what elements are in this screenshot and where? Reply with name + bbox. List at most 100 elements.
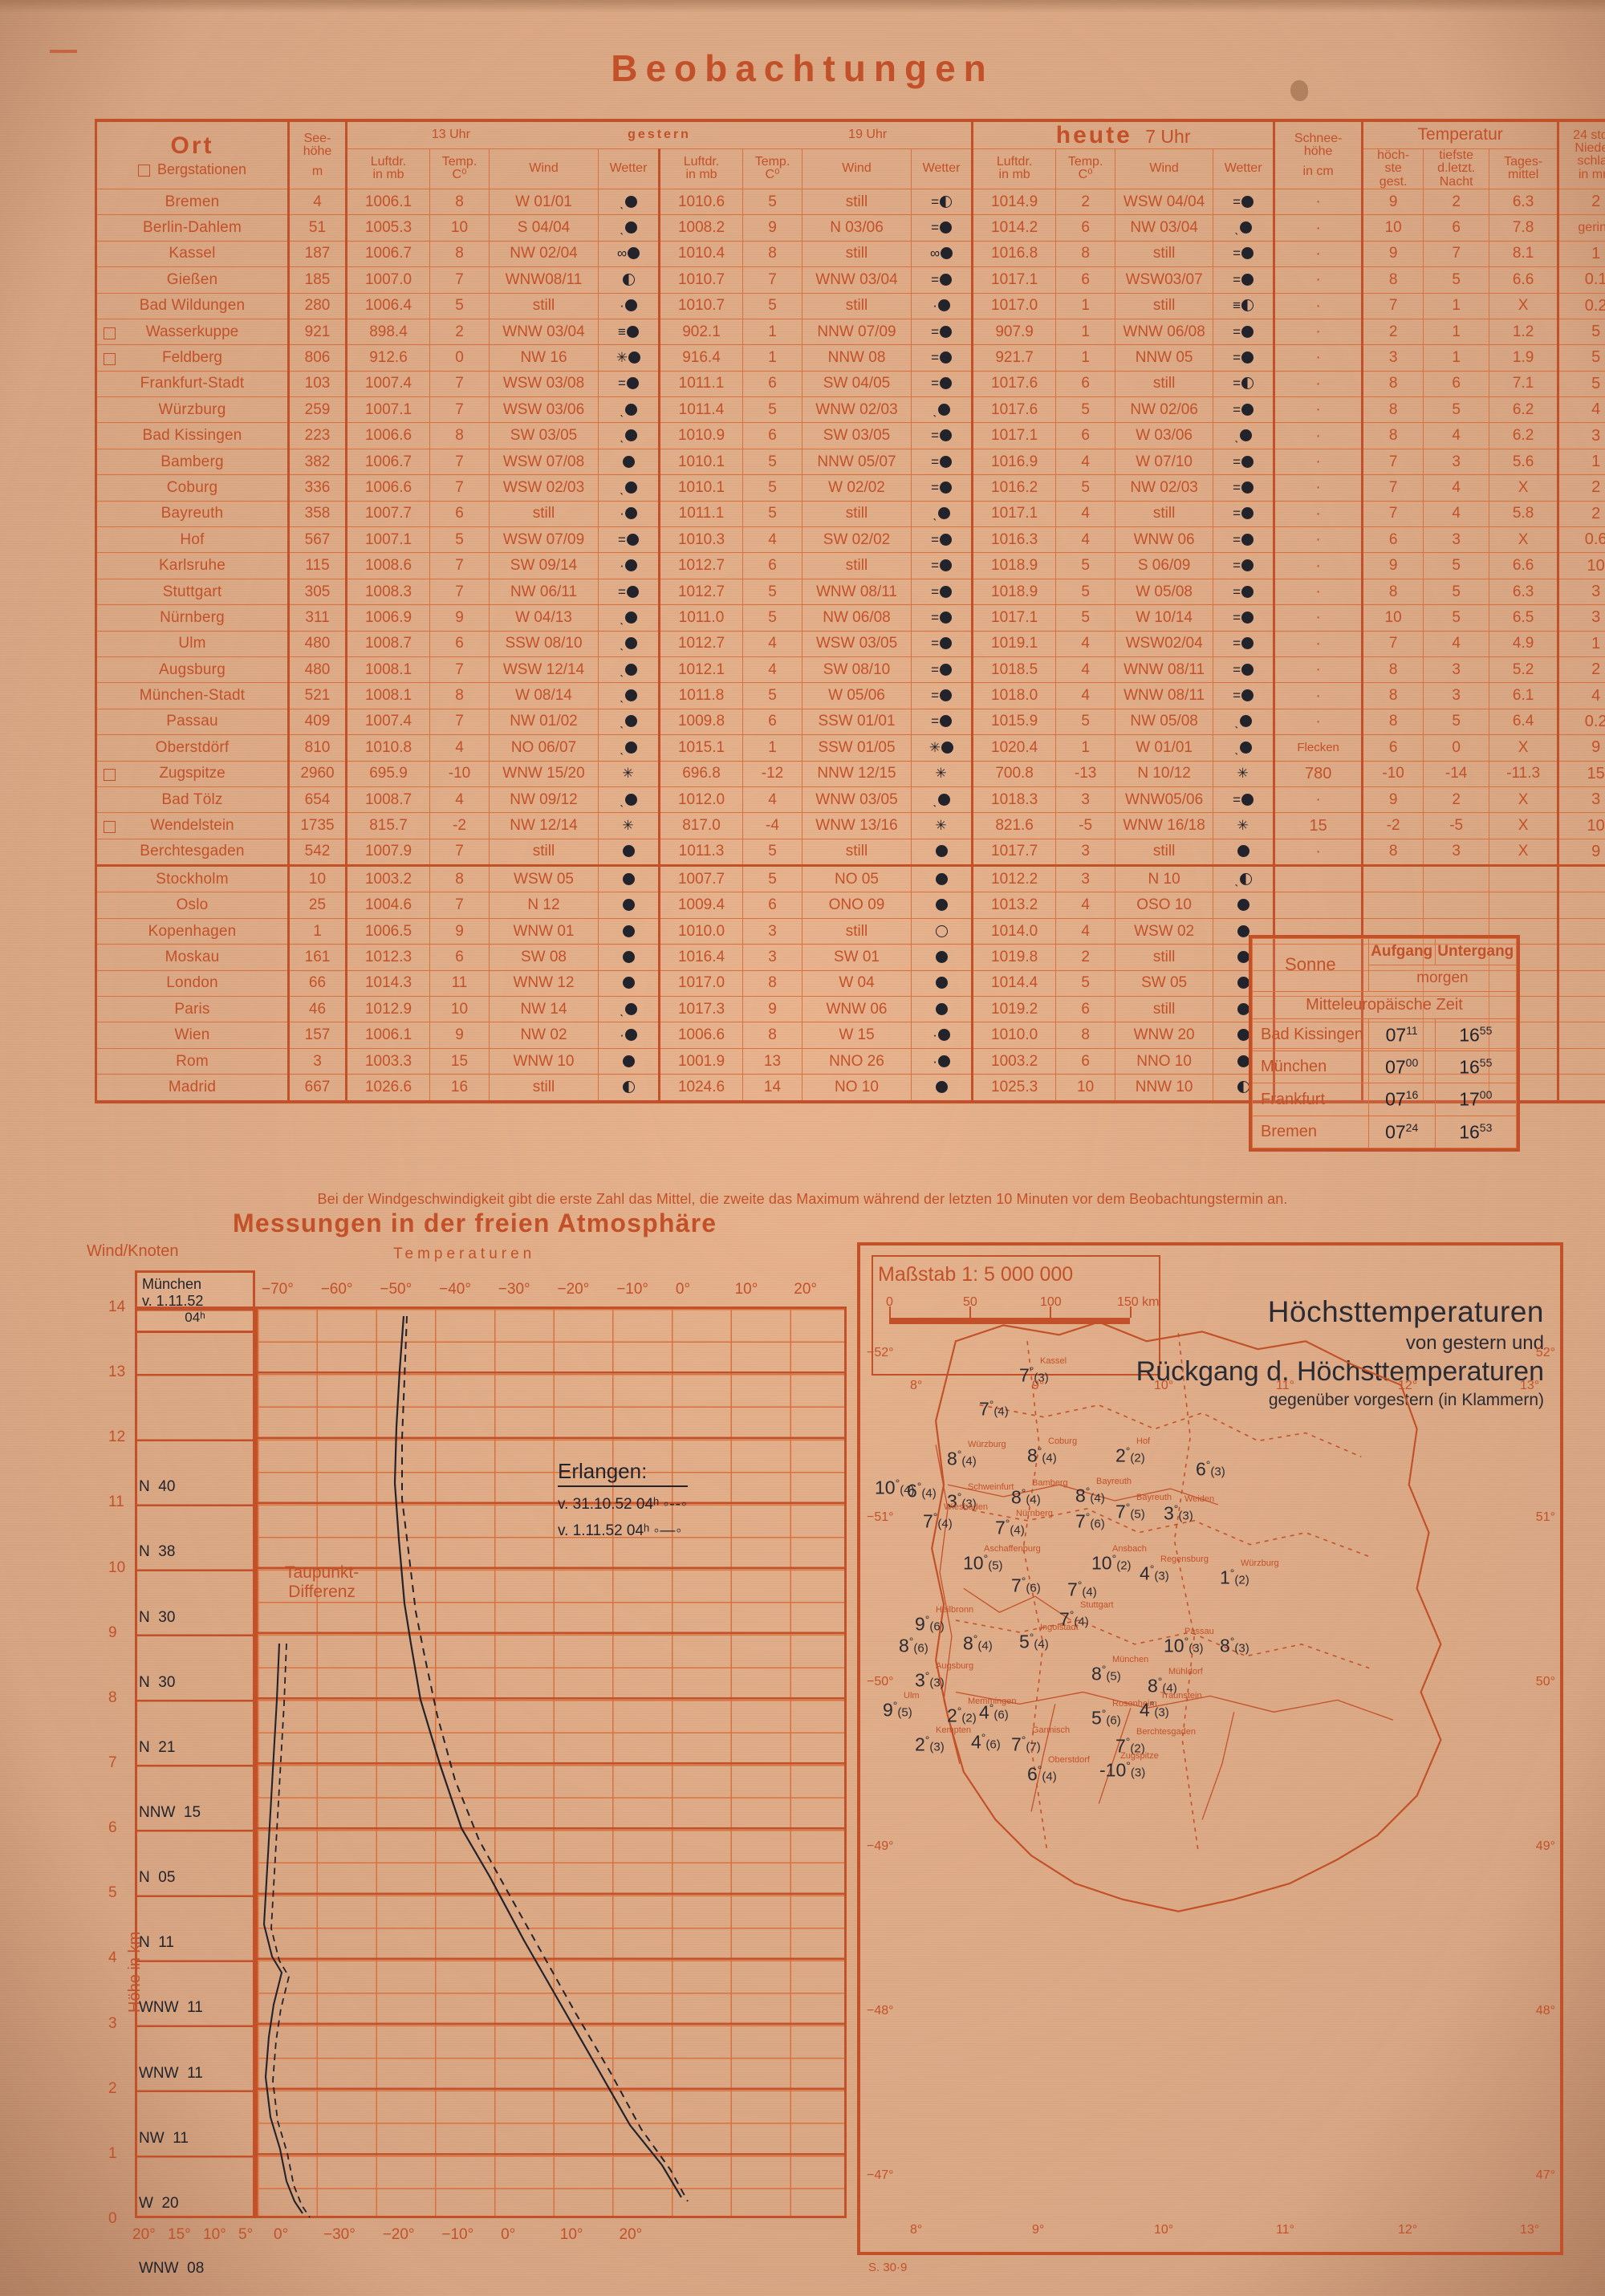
sun-times-row: Bad Kissingen 0711 1655 bbox=[1252, 1018, 1518, 1052]
header-wind-13: Wind bbox=[489, 148, 599, 189]
row-station-name: Stockholm bbox=[95, 864, 289, 893]
row-wind-19: WNW 08/11 bbox=[802, 578, 912, 606]
row-elevation: 103 bbox=[287, 370, 347, 398]
row-temp-07: 4 bbox=[1055, 917, 1116, 945]
table-row[interactable]: Paris 46 1012.9 10 NW 14 ˎ 1017.3 9 WNW 06 1019.2… bbox=[95, 996, 1605, 1023]
table-row[interactable]: Oberstdörf 810 1010.8 4 NO 06/07 ˎ 1015.1 1 SSW … bbox=[95, 734, 1605, 762]
row-weather-19: ✳ bbox=[910, 812, 973, 839]
chart-xtick: 0° bbox=[675, 1281, 691, 1298]
table-row[interactable]: Augsburg 480 1008.1 7 WSW 12/14 ˎ 1012.1 4 SW 08… bbox=[95, 656, 1605, 684]
row-wind-19: W 05/06 bbox=[802, 682, 912, 709]
row-elevation: 46 bbox=[287, 996, 347, 1023]
row-precip: 5 bbox=[1557, 344, 1605, 372]
row-pressure-19: 916.4 bbox=[658, 344, 743, 372]
table-row[interactable]: Oslo 25 1004.6 7 N 12 1009.4 6 ONO 09 1013.2 4 OSO… bbox=[95, 892, 1605, 919]
table-row[interactable]: Karlsruhe 115 1008.6 7 SW 09/14 · 1012.7 6 still… bbox=[95, 552, 1605, 579]
row-temp-13: 8 bbox=[429, 422, 490, 449]
weather-symbol-overcast bbox=[626, 585, 639, 598]
row-tmin: 4 bbox=[1423, 474, 1490, 502]
table-row[interactable]: Rom 3 1003.3 15 WNW 10 1001.9 13 NNO 26 · 1003.2 6… bbox=[95, 1047, 1605, 1075]
table-row[interactable]: Feldberg 806 912.6 0 NW 16 ✳ 916.4 1 NNW 08 = 921.… bbox=[95, 344, 1605, 372]
table-row[interactable]: Bad Kissingen 223 1006.6 8 SW 03/05 ˎ 1010.9 6 S… bbox=[95, 422, 1605, 449]
row-elevation: 409 bbox=[287, 708, 347, 736]
table-row[interactable]: Wendelstein 1735 815.7 -2 NW 12/14 ✳ 817.0 -4 WN… bbox=[95, 812, 1605, 839]
row-wind-07: NW 02/06 bbox=[1115, 396, 1214, 424]
row-temp-13: 10 bbox=[429, 214, 490, 242]
row-pressure-07: 1016.9 bbox=[971, 448, 1057, 476]
row-temp-19: 5 bbox=[742, 578, 802, 606]
table-row[interactable]: Bad Wildungen 280 1006.4 5 still · 1010.7 5 stil… bbox=[95, 292, 1605, 319]
table-row[interactable]: München-Stadt 521 1008.1 8 W 08/14 ˎ 1011.8 5 W … bbox=[95, 682, 1605, 709]
row-wind-19: SW 01 bbox=[802, 944, 912, 971]
row-temp-13: 7 bbox=[429, 266, 490, 294]
row-elevation: 185 bbox=[287, 266, 347, 294]
row-temp-13: 6 bbox=[429, 500, 490, 528]
table-row[interactable]: Coburg 336 1006.6 7 WSW 02/03 ˎ 1010.1 5 W 02/02… bbox=[95, 474, 1605, 502]
row-wind-19: still bbox=[802, 292, 912, 319]
table-row[interactable]: Berlin-Dahlem 51 1005.3 10 S 04/04 ˎ 1008.2 9 N … bbox=[95, 214, 1605, 242]
row-snowdepth: · bbox=[1273, 396, 1363, 424]
table-row[interactable]: Nürnberg 311 1006.9 9 W 04/13 ˎ 1011.0 5 NW 06/0… bbox=[95, 604, 1605, 632]
table-row[interactable]: Bad Tölz 654 1008.7 4 NW 09/12 ˎ 1012.0 4 WNW 03… bbox=[95, 786, 1605, 814]
table-row[interactable]: Kassel 187 1006.7 8 NW 02/04 ∞ 1010.4 8 still ∞ 10… bbox=[95, 240, 1605, 268]
map-station-reading: 4°(3) bbox=[1140, 1699, 1169, 1721]
table-row[interactable]: Stuttgart 305 1008.3 7 NW 06/11 = 1012.7 5 WNW 0… bbox=[95, 578, 1605, 606]
weather-symbol-overcast bbox=[624, 715, 637, 728]
bergstation-icon bbox=[137, 164, 150, 177]
row-pressure-19: 696.8 bbox=[658, 760, 743, 787]
row-temp-07: 6 bbox=[1055, 214, 1116, 242]
table-row[interactable]: Wasserkuppe 921 898.4 2 WNW 03/04 ≡ 902.1 1 NNW … bbox=[95, 318, 1605, 346]
row-pressure-07: 907.9 bbox=[971, 318, 1057, 346]
table-row[interactable]: Wien 157 1006.1 9 NW 02 · 1006.6 8 W 15 · 1010.0 8 W… bbox=[95, 1022, 1605, 1049]
row-weather-07: = bbox=[1213, 526, 1275, 554]
page-title: Beobachtungen bbox=[611, 47, 994, 89]
table-row[interactable]: Hof 567 1007.1 5 WSW 07/09 = 1010.3 4 SW 02/02 = 1… bbox=[95, 526, 1605, 554]
row-wind-07: WSW03/07 bbox=[1115, 266, 1214, 294]
chart-ytick: 9 bbox=[108, 1623, 117, 1641]
table-row[interactable]: Ulm 480 1008.7 6 SSW 08/10 ˎ 1012.7 4 WSW 03/05 =… bbox=[95, 630, 1605, 657]
map-station-reading: 8°(3) bbox=[1220, 1635, 1249, 1656]
table-row[interactable]: Gießen 185 1007.0 7 WNW08/11 1010.7 7 WNW 03/04… bbox=[95, 266, 1605, 294]
row-temp-13: 15 bbox=[429, 1047, 490, 1075]
weather-symbol-overcast bbox=[941, 741, 954, 754]
row-pressure-07: 1017.7 bbox=[971, 838, 1057, 867]
row-temp-07: 6 bbox=[1055, 1047, 1116, 1075]
map-lon-tick: 10° bbox=[1154, 1379, 1174, 1392]
map-lat-tick: 52° bbox=[1535, 1346, 1555, 1359]
table-row[interactable]: Bremen 4 1006.1 8 W 01/01 ˎ 1010.6 5 still = 1014.… bbox=[95, 188, 1605, 216]
table-row[interactable]: Berchtesgaden 542 1007.9 7 still 1011.3 5 still… bbox=[95, 838, 1605, 867]
sun-times-row: Bremen 0724 1653 bbox=[1252, 1115, 1518, 1149]
table-row[interactable]: Würzburg 259 1007.1 7 WSW 03/06 ˎ 1011.4 5 WNW 0… bbox=[95, 396, 1605, 424]
weather-symbol-overcast bbox=[940, 559, 953, 572]
row-tmin: 1 bbox=[1423, 292, 1490, 319]
table-row[interactable]: Zugspitze 2960 695.9 -10 WNW 15/20 ✳ 696.8 -12 N… bbox=[95, 760, 1605, 787]
weather-symbol-overcast bbox=[935, 872, 948, 885]
weather-symbol-overcast bbox=[1237, 1029, 1249, 1042]
row-pressure-07: 1014.9 bbox=[971, 188, 1057, 216]
row-weather-19: · bbox=[910, 1022, 973, 1049]
table-row[interactable]: Stockholm 10 1003.2 8 WSW 05 1007.7 5 NO 05 1012… bbox=[95, 864, 1605, 893]
row-temp-13: 8 bbox=[429, 240, 490, 268]
row-elevation: 311 bbox=[287, 604, 347, 632]
map-station-reading: 8°(6) bbox=[899, 1635, 928, 1656]
map-station-name: Berchtesgaden bbox=[1136, 1727, 1196, 1737]
row-wind-13: WNW08/11 bbox=[489, 266, 599, 294]
map-lon-tick: 11° bbox=[1276, 1379, 1295, 1392]
table-row[interactable]: Passau 409 1007.4 7 NW 01/02 ˎ 1009.8 6 SSW 01/0… bbox=[95, 708, 1605, 736]
row-temp-19: 5 bbox=[742, 604, 802, 632]
row-wind-19: WNW 03/05 bbox=[802, 786, 912, 814]
table-row[interactable]: Bayreuth 358 1007.7 6 still · 1011.1 5 still ˎ 101… bbox=[95, 500, 1605, 528]
weather-symbol-overcast bbox=[624, 663, 637, 676]
table-row[interactable]: Bamberg 382 1006.7 7 WSW 07/08 1010.1 5 NNW 05/… bbox=[95, 448, 1605, 476]
sun-set: 1700 bbox=[1434, 1083, 1518, 1116]
row-precip: 0.2 bbox=[1557, 292, 1605, 319]
table-row[interactable]: Frankfurt-Stadt 103 1007.4 7 WSW 03/08 = 1011.… bbox=[95, 370, 1605, 398]
map-lat-tick: 51° bbox=[1535, 1510, 1555, 1524]
weather-symbol-overcast bbox=[935, 977, 948, 990]
observations-table: Ort Bergstationen See- höhe m 13 Uhr ges… bbox=[95, 118, 1605, 1103]
map-station-name: Hof bbox=[1136, 1437, 1151, 1446]
map-station-name: Zugspitze bbox=[1120, 1751, 1159, 1761]
row-weather-19: = bbox=[910, 318, 973, 346]
table-row[interactable]: Kopenhagen 1 1006.5 9 WNW 01 1010.0 3 still 1014… bbox=[95, 917, 1605, 945]
chart-ytick: 7 bbox=[108, 1753, 117, 1771]
